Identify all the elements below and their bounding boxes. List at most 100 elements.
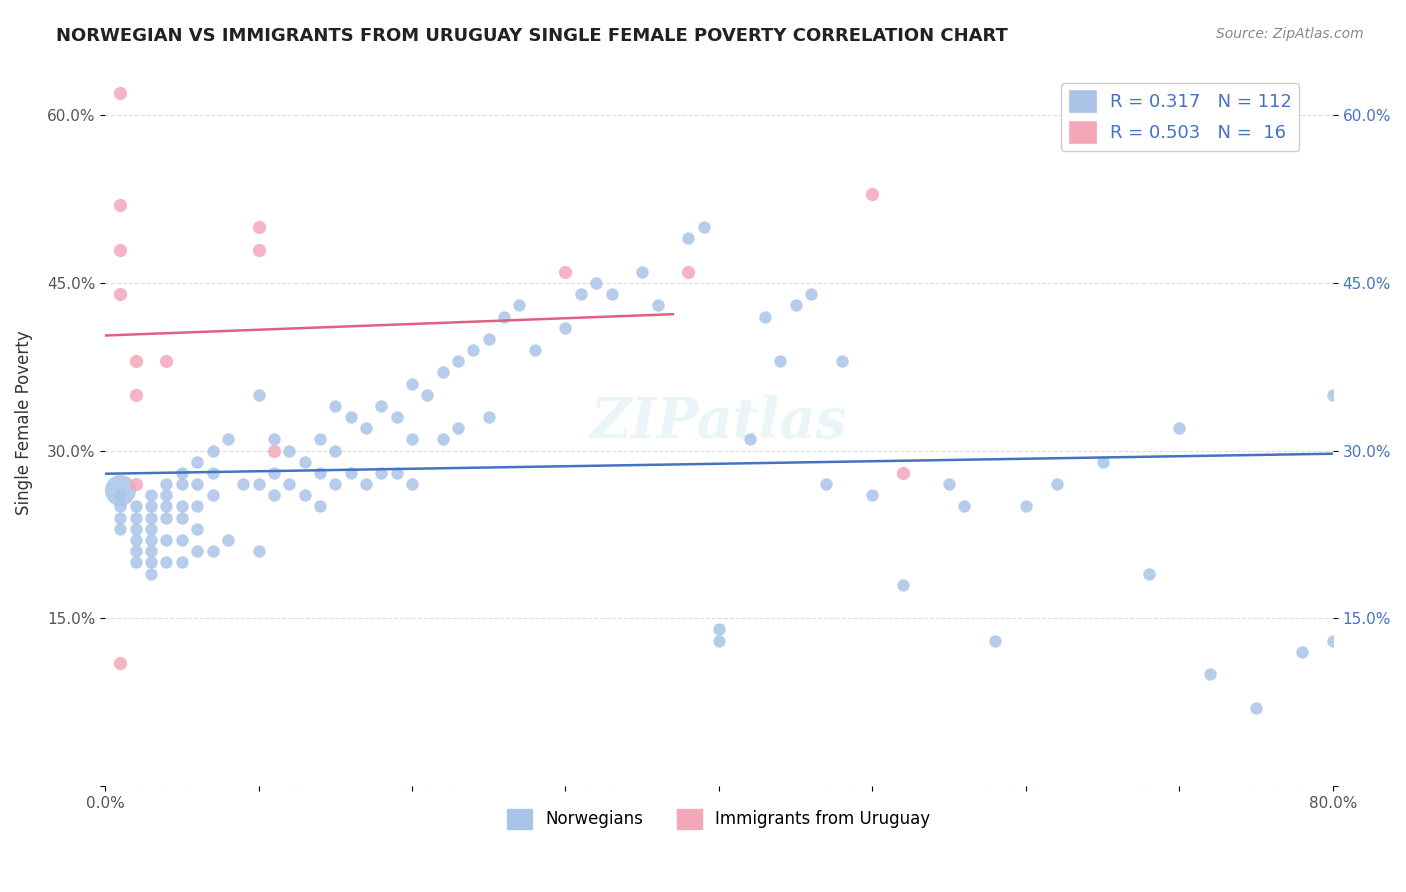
Point bbox=[141, 555, 163, 569]
Point bbox=[170, 555, 193, 569]
Point bbox=[155, 500, 177, 514]
Point bbox=[247, 220, 270, 235]
Text: ZIPatlas: ZIPatlas bbox=[591, 395, 848, 450]
Text: NORWEGIAN VS IMMIGRANTS FROM URUGUAY SINGLE FEMALE POVERTY CORRELATION CHART: NORWEGIAN VS IMMIGRANTS FROM URUGUAY SIN… bbox=[56, 27, 1008, 45]
Point bbox=[432, 433, 454, 447]
Point bbox=[1015, 500, 1038, 514]
Point bbox=[447, 354, 470, 368]
Point bbox=[278, 477, 301, 491]
Point bbox=[141, 500, 163, 514]
Point bbox=[323, 477, 346, 491]
Point bbox=[523, 343, 546, 357]
Point bbox=[692, 220, 714, 235]
Point bbox=[354, 477, 377, 491]
Point bbox=[984, 633, 1007, 648]
Point bbox=[385, 410, 408, 425]
Point bbox=[707, 623, 730, 637]
Point bbox=[263, 433, 285, 447]
Point bbox=[110, 243, 132, 257]
Point bbox=[247, 544, 270, 558]
Point bbox=[339, 466, 361, 480]
Point bbox=[247, 388, 270, 402]
Point bbox=[217, 433, 239, 447]
Point bbox=[110, 483, 132, 497]
Point bbox=[1322, 388, 1344, 402]
Point bbox=[494, 310, 516, 324]
Point bbox=[141, 522, 163, 536]
Point bbox=[447, 421, 470, 435]
Point bbox=[125, 533, 148, 547]
Point bbox=[110, 287, 132, 301]
Point bbox=[278, 443, 301, 458]
Point bbox=[170, 533, 193, 547]
Point bbox=[263, 443, 285, 458]
Point bbox=[478, 410, 501, 425]
Point bbox=[110, 86, 132, 100]
Point bbox=[1244, 700, 1267, 714]
Point bbox=[370, 466, 392, 480]
Text: Source: ZipAtlas.com: Source: ZipAtlas.com bbox=[1216, 27, 1364, 41]
Point bbox=[600, 287, 623, 301]
Point bbox=[201, 544, 224, 558]
Point bbox=[125, 354, 148, 368]
Point bbox=[217, 533, 239, 547]
Legend: Norwegians, Immigrants from Uruguay: Norwegians, Immigrants from Uruguay bbox=[501, 802, 938, 836]
Point bbox=[201, 443, 224, 458]
Point bbox=[1199, 667, 1222, 681]
Point bbox=[738, 433, 761, 447]
Point bbox=[938, 477, 960, 491]
Point bbox=[370, 399, 392, 413]
Point bbox=[891, 577, 914, 591]
Point bbox=[110, 656, 132, 670]
Point bbox=[141, 544, 163, 558]
Point bbox=[339, 410, 361, 425]
Point bbox=[1091, 455, 1114, 469]
Point bbox=[323, 443, 346, 458]
Point bbox=[110, 198, 132, 212]
Point bbox=[1322, 633, 1344, 648]
Point bbox=[186, 522, 208, 536]
Point bbox=[416, 388, 439, 402]
Point bbox=[800, 287, 823, 301]
Point bbox=[294, 455, 316, 469]
Point bbox=[141, 566, 163, 581]
Point bbox=[1137, 566, 1160, 581]
Point bbox=[155, 510, 177, 524]
Point bbox=[201, 488, 224, 502]
Point bbox=[125, 500, 148, 514]
Point bbox=[247, 243, 270, 257]
Point bbox=[155, 533, 177, 547]
Point bbox=[1168, 421, 1191, 435]
Point bbox=[170, 500, 193, 514]
Point bbox=[891, 466, 914, 480]
Point bbox=[385, 466, 408, 480]
Point bbox=[110, 510, 132, 524]
Point bbox=[141, 488, 163, 502]
Point bbox=[170, 477, 193, 491]
Point bbox=[125, 388, 148, 402]
Point bbox=[155, 488, 177, 502]
Point bbox=[401, 376, 423, 391]
Point bbox=[247, 477, 270, 491]
Point bbox=[263, 466, 285, 480]
Point bbox=[263, 488, 285, 502]
Point bbox=[354, 421, 377, 435]
Point bbox=[860, 186, 883, 201]
Point bbox=[785, 298, 807, 312]
Point bbox=[155, 354, 177, 368]
Point bbox=[309, 466, 332, 480]
Point bbox=[554, 320, 576, 334]
Point bbox=[678, 265, 700, 279]
Point bbox=[554, 265, 576, 279]
Point bbox=[294, 488, 316, 502]
Point bbox=[201, 466, 224, 480]
Point bbox=[707, 633, 730, 648]
Y-axis label: Single Female Poverty: Single Female Poverty bbox=[15, 330, 32, 515]
Point bbox=[323, 399, 346, 413]
Point bbox=[678, 231, 700, 245]
Point bbox=[815, 477, 838, 491]
Point bbox=[155, 477, 177, 491]
Point bbox=[309, 500, 332, 514]
Point bbox=[110, 522, 132, 536]
Point bbox=[186, 500, 208, 514]
